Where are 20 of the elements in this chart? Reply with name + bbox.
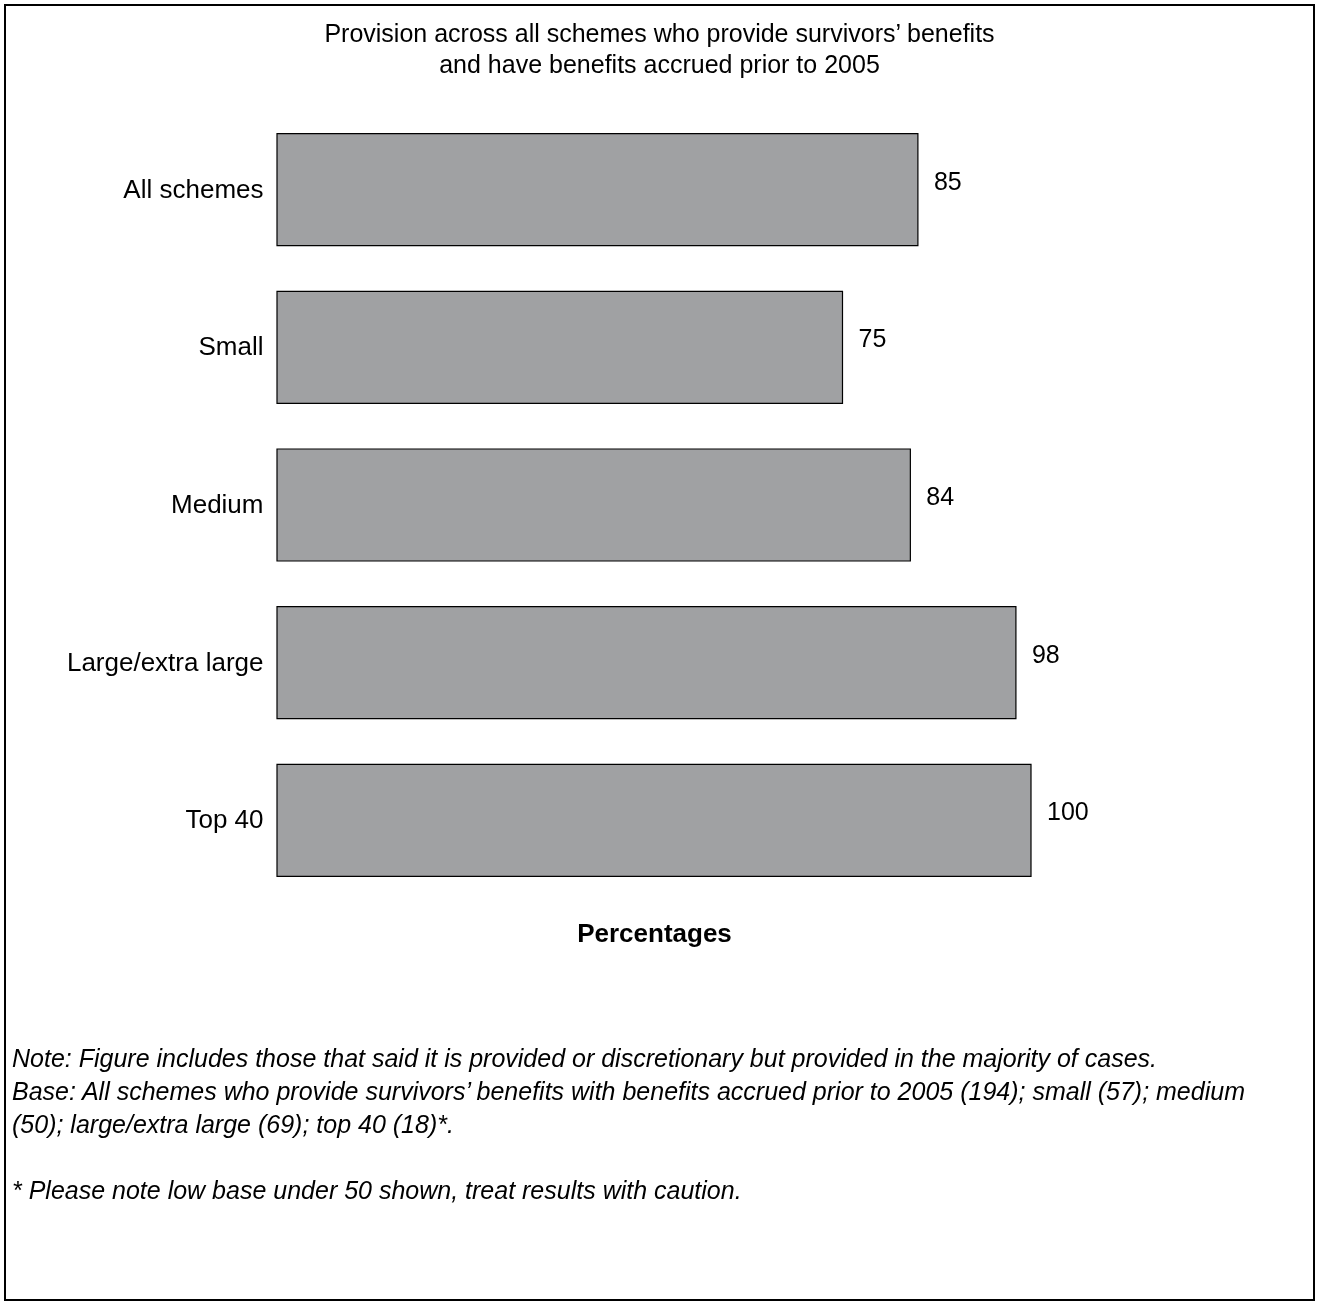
data-label: 75 [858,324,887,353]
text: * Please note low base under 50 shown, treat results with caution. [12,1175,743,1206]
x-axis-title: Percentages [577,917,732,948]
data-label: 100 [1047,797,1089,826]
data-label: 84 [926,482,955,510]
data-label: 98 [1031,639,1060,668]
bar [276,763,1032,877]
bar [276,448,911,562]
y-tick-label: Large/extra large [66,646,264,677]
y-tick-label: Medium [171,489,264,519]
y-tick-label: All schemes [123,173,264,204]
bar [276,290,844,404]
data-label: 85 [933,166,962,195]
y-tick-label: Top 40 [185,804,264,835]
bar [276,133,919,247]
chart-title: Provision across all schemes who provide survivors’ benefits and have benefits accrued prior to 2005 [323,18,996,80]
text: Base: All schemes who provide survivors’ benefits with benefits accrued prior to 2005 (194); small (57); medium (50); large/extra large (69); top 40 (18)*. [12,1076,1246,1140]
y-tick-label: Small [198,331,264,362]
text: Note: Figure includes those that said it is provided or discretionary but provided in the majority of cases. [12,1043,1159,1074]
bar [276,606,1017,720]
